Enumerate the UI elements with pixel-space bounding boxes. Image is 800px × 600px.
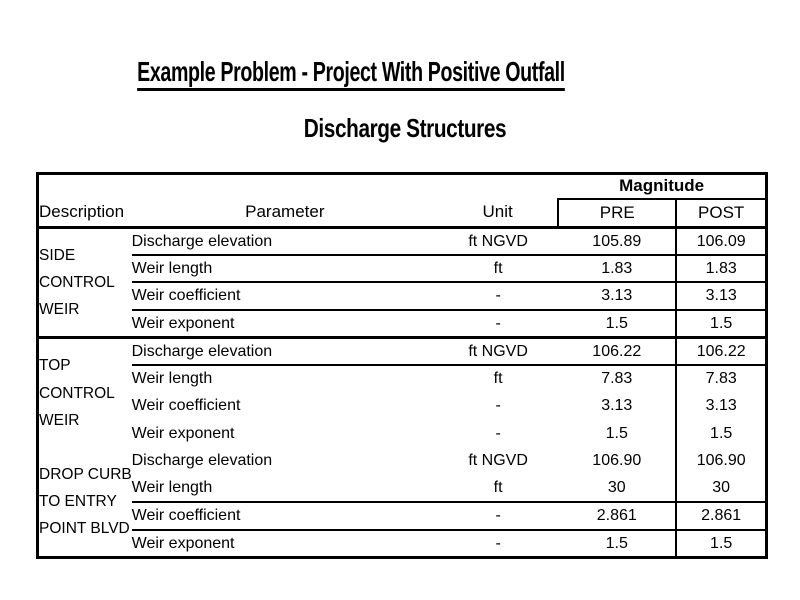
cell-post: 1.83 [675,254,767,284]
table-row: Weir length ft 1.83 1.83 [38,254,767,284]
description-line: TOP [39,357,71,375]
column-header-parameter: Parameter [131,198,439,229]
cell-unit: ft NGVD [468,452,528,470]
description-cell: SIDE CONTROL WEIR [37,227,132,339]
cell-parameter: Weir length [131,370,213,388]
cell-post: 1.5 [675,419,767,448]
description-line: SIDE [39,246,76,264]
cell-post: 7.83 [675,364,767,393]
description-line: TO ENTRY [39,493,117,511]
description-line: WEIR [39,411,80,429]
table-row: Weir exponent - 1.5 1.5 [38,529,767,558]
table-row: Weir coefficient - 3.13 3.13 [38,282,767,311]
cell-parameter: Weir exponent [131,424,235,442]
cell-post: 30 [675,474,767,504]
header-spacer [38,174,559,199]
cell-pre: 3.13 [601,397,633,415]
cell-pre: 106.22 [558,337,677,366]
cell-parameter: Discharge elevation [131,227,439,256]
table-header-row-columns: Description Parameter Unit PRE POST [37,198,767,229]
table-row: Weir length ft 30 30 [38,474,767,504]
cell-parameter: Weir length [131,254,439,284]
cell-parameter: Weir exponent [131,534,235,552]
cell-unit: - [495,534,501,552]
table-row: Weir coefficient - 3.13 3.13 [38,392,767,420]
cell-parameter: Weir coefficient [131,282,439,311]
table-row: Weir coefficient - 2.861 2.861 [38,502,767,531]
slide-subtitle: Discharge Structures [303,113,507,143]
description-line: DROP CURB [39,465,132,483]
cell-unit: - [438,502,559,531]
table-row: Weir exponent - 1.5 1.5 [38,309,767,339]
column-header-pre: PRE [557,198,677,229]
cell-unit: - [495,424,501,442]
description-line: CONTROL [39,273,115,291]
cell-parameter: Weir exponent [131,309,439,339]
table-row: DROP CURB TO ENTRY POINT BLVD Discharge … [38,447,767,537]
cell-pre: 1.5 [558,309,677,339]
cell-post: 106.90 [675,447,767,475]
cell-post: 1.5 [675,309,767,339]
cell-post: 1.5 [675,529,767,558]
description-line: CONTROL [39,384,115,402]
description-line: POINT BLVD [39,520,130,538]
cell-parameter: Weir coefficient [131,502,439,531]
cell-parameter: Weir length [131,474,439,504]
cell-unit: ft [438,474,559,504]
cell-pre: 106.90 [592,452,642,470]
cell-unit: - [495,397,501,415]
cell-pre: 7.83 [601,370,633,388]
description-cell: DROP CURB TO ENTRY POINT BLVD [38,447,132,557]
cell-pre: 3.13 [558,282,677,311]
cell-unit: - [438,309,559,339]
column-header-description: Description [37,198,132,229]
column-header-unit: Unit [438,198,559,229]
description-line: WEIR [39,301,80,319]
slide-title-text: Example Problem - Project With Positive … [137,56,565,91]
cell-pre: 1.83 [558,254,677,284]
description-cell: TOP CONTROL WEIR [38,337,132,447]
cell-pre: 1.5 [605,424,628,442]
cell-parameter: Discharge elevation [131,452,273,470]
cell-unit: ft [493,370,503,388]
table-row: TOP CONTROL WEIR Discharge elevation ft … [38,337,767,429]
cell-post: 2.861 [675,502,767,531]
column-header-post: POST [675,198,767,229]
slide-title: Example Problem - Project With Positive … [137,56,565,91]
table-row: SIDE CONTROL WEIR Discharge elevation ft… [37,227,767,339]
cell-post: 3.13 [675,392,767,420]
cell-post: 106.22 [675,337,767,366]
cell-unit: - [438,282,559,311]
table-row: Weir exponent - 1.5 1.5 [38,419,767,448]
cell-pre: 30 [558,474,677,504]
cell-pre: 1.5 [605,534,628,552]
cell-unit: ft NGVD [438,337,559,366]
table-header-row-magnitude: Magnitude [38,173,767,200]
cell-unit: ft [438,254,559,284]
table-row: Weir length ft 7.83 7.83 [38,364,767,393]
cell-pre: 2.861 [558,502,677,531]
cell-unit: ft NGVD [438,227,559,256]
discharge-structures-table: Magnitude Description Parameter Unit PRE… [36,172,768,559]
cell-parameter: Discharge elevation [131,337,439,366]
magnitude-header: Magnitude [558,173,767,200]
cell-post: 3.13 [675,282,767,311]
cell-post: 106.09 [675,227,767,256]
cell-parameter: Weir coefficient [131,397,241,415]
cell-pre: 105.89 [558,227,677,256]
